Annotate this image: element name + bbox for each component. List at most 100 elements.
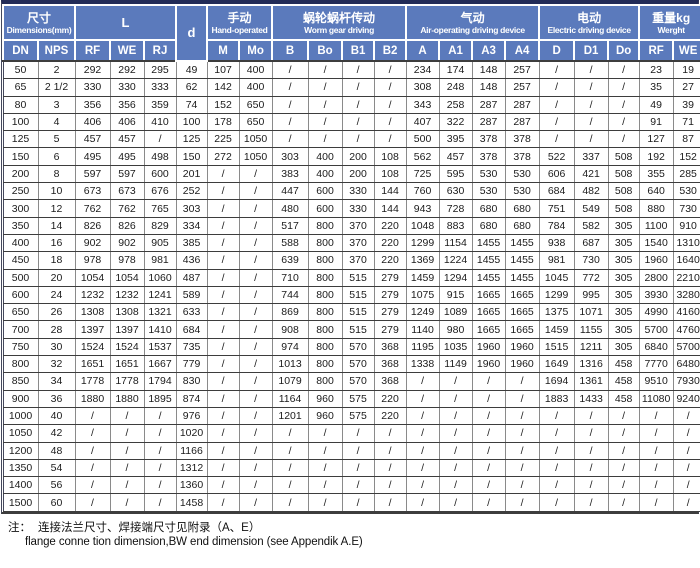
table-cell: 700 [2, 320, 39, 339]
table-cell: / [373, 78, 407, 97]
table-cell: 91 [638, 112, 674, 132]
table-cell: / [307, 130, 343, 149]
table-cell: 250 [2, 182, 39, 201]
table-cell: 350 [2, 216, 39, 235]
table-cell: / [143, 476, 177, 495]
table-cell: / [74, 424, 111, 443]
table-cell: / [573, 424, 609, 443]
table-cell: / [206, 303, 240, 322]
table-cell: 800 [307, 268, 343, 287]
table-cell: / [538, 112, 575, 132]
table-cell: 1794 [143, 372, 177, 391]
table-cell: / [607, 112, 640, 132]
table-cell: 62 [175, 78, 208, 97]
table-cell: 905 [143, 233, 177, 253]
column-header-do: Do [607, 39, 641, 62]
table-cell: 330 [109, 78, 145, 97]
table-cell: / [638, 441, 674, 460]
table-cell: 1232 [74, 285, 111, 305]
column-header-we: WE [109, 39, 146, 62]
col-group-l: L [74, 4, 178, 41]
table-cell: 305 [607, 251, 640, 270]
table-cell: 680 [471, 199, 506, 218]
table-cell: 368 [373, 355, 407, 374]
column-header-b2: B2 [373, 39, 408, 62]
table-cell: / [373, 476, 407, 495]
table-cell: 192 [638, 147, 674, 166]
table-cell: 60 [37, 493, 76, 512]
table-cell: 178 [206, 112, 240, 132]
table-cell: 676 [143, 182, 177, 201]
table-row: 80 3 356 356 359 74 152 650// //343 258 287 287///4… [2, 95, 700, 114]
table-cell: 530 [471, 164, 506, 184]
table-cell: 487 [175, 268, 208, 287]
table-cell: 530 [471, 182, 506, 201]
table-cell: 5700 [672, 337, 700, 357]
column-header-rf: RF [74, 39, 112, 62]
col-group-dimensions-en: Dimensions(mm) [6, 24, 72, 35]
table-cell: 28 [37, 320, 76, 339]
table-row: 850 34 1778 1778 1794 830//1079 800 570 368// //1… [2, 372, 700, 391]
table-cell: 1224 [438, 251, 473, 270]
table-cell: / [307, 78, 343, 97]
table-cell: / [238, 458, 273, 478]
table-row: 1050 42///1020// / / / / / / / / / / / / / [2, 424, 700, 443]
table-cell: / [405, 458, 440, 478]
table-cell: 12 [37, 199, 76, 218]
col-header-d: d [175, 4, 209, 62]
table-cell: 305 [607, 320, 640, 339]
table-cell: 1458 [175, 493, 208, 512]
column-header-a3: A3 [471, 39, 507, 62]
table-cell: 869 [271, 303, 309, 322]
table-cell: 495 [74, 147, 111, 166]
table-cell: / [672, 476, 700, 495]
table-cell: / [206, 406, 240, 426]
dimensions-table-frame: 尺寸 Dimensions(mm) L d 手动 Hand-operated 蜗 [1, 0, 700, 514]
table-cell: 908 [271, 320, 309, 339]
table-cell: 400 [307, 164, 343, 184]
table-cell: 730 [672, 199, 700, 218]
table-cell: / [607, 130, 640, 149]
table-row: 150 6 495 495 498 150 272 1050 303 400 200 108 562 45… [2, 147, 700, 166]
table-cell: 2 [37, 60, 76, 80]
table-cell: 1667 [143, 355, 177, 374]
table-cell: 1211 [573, 337, 609, 357]
table-cell: 910 [672, 216, 700, 235]
table-cell: 735 [175, 337, 208, 357]
table-row: 65 2 1/2 330 330 333 62 142 400// //308 248 148 257… [2, 78, 700, 97]
table-cell: 765 [143, 199, 177, 218]
table-cell: / [405, 493, 440, 512]
table-cell: 383 [271, 164, 309, 184]
table-cell: / [238, 372, 273, 391]
table-cell: 800 [307, 320, 343, 339]
table-cell: 305 [607, 303, 640, 322]
table-cell: 570 [341, 355, 375, 374]
table-cell: 257 [504, 60, 540, 80]
table-cell: 330 [341, 199, 375, 218]
table-cell: 18 [37, 251, 76, 270]
footnote-chinese: 注： 连接法兰尺寸、焊接端尺寸见附录（A、E） [8, 521, 695, 535]
table-cell: / [438, 389, 473, 408]
table-cell: / [74, 476, 111, 495]
table-cell: / [341, 493, 375, 512]
table-cell: 730 [573, 251, 609, 270]
table-cell: 220 [373, 233, 407, 253]
table-cell: 1960 [504, 355, 540, 374]
table-cell: 498 [143, 147, 177, 166]
table-row: 900 36 1880 1880 1895 874//1164 960 575 220// //1… [2, 389, 700, 408]
table-cell: 26 [37, 303, 76, 322]
table-row: 300 12 762 762 765 303//480 600 330 144 943 728 680… [2, 199, 700, 218]
footnote-chinese-text: 连接法兰尺寸、焊接端尺寸见附录（A、E） [38, 521, 261, 534]
column-header-nps: NPS [36, 39, 77, 62]
table-cell: 50 [2, 60, 39, 80]
table-cell: 87 [672, 130, 700, 149]
table-cell: / [672, 424, 700, 443]
table-cell: / [143, 458, 177, 478]
table-cell: 1035 [438, 337, 473, 357]
table-cell: 1665 [504, 303, 540, 322]
table-cell: 1308 [109, 303, 145, 322]
table-cell: / [238, 337, 273, 357]
table-cell: 1880 [109, 389, 145, 408]
table-cell: 234 [405, 60, 440, 80]
table-cell: 980 [438, 320, 473, 339]
